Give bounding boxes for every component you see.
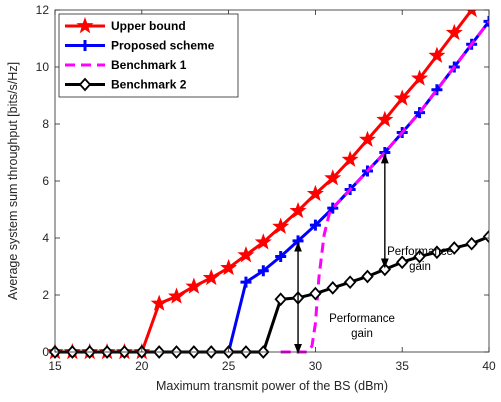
performance-gain-annotation: Performance gain xyxy=(380,153,453,273)
data-point-benchmark-2 xyxy=(413,249,426,264)
y-tick-label: 8 xyxy=(42,117,49,131)
axes: 15 20 25 30 35 40 0 2 4 6 8 10 12 xyxy=(36,3,496,373)
data-point-proposed-scheme xyxy=(431,84,443,96)
legend: Upper bound Proposed scheme Benchmark 1 Ben… xyxy=(58,13,239,98)
data-point-upper-bound xyxy=(254,233,272,250)
data-point-upper-bound xyxy=(376,110,394,127)
data-point-upper-bound xyxy=(168,287,186,304)
data-point-upper-bound xyxy=(202,268,220,286)
legend-marker-upper-bound xyxy=(76,17,94,34)
legend-label-proposed-scheme: Proposed scheme xyxy=(111,39,215,53)
data-point-upper-bound xyxy=(306,184,324,202)
data-point-upper-bound xyxy=(466,10,477,18)
x-tick-label: 30 xyxy=(309,359,323,373)
performance-gain-label: Performance xyxy=(329,313,395,325)
data-point-upper-bound xyxy=(220,258,238,276)
annotation-layer: Performance gain Performance gain xyxy=(294,153,453,354)
data-point-benchmark-2 xyxy=(274,292,287,307)
data-point-proposed-scheme xyxy=(275,251,287,263)
data-point-benchmark-2 xyxy=(309,286,322,301)
data-point-benchmark-2 xyxy=(361,269,374,284)
data-point-upper-bound xyxy=(289,201,307,219)
series-line-benchmark-1 xyxy=(280,20,489,354)
data-point-proposed-scheme xyxy=(414,107,426,119)
data-point-benchmark-2 xyxy=(482,229,489,244)
data-point-upper-bound xyxy=(445,23,463,41)
legend-marker-benchmark-2 xyxy=(78,77,92,92)
data-point-upper-bound xyxy=(393,89,411,106)
legend-entry-benchmark-1: Benchmark 1 xyxy=(65,58,187,72)
data-point-upper-bound xyxy=(428,46,446,63)
performance-gain-label: Performance xyxy=(387,246,453,258)
y-tick-label: 4 xyxy=(42,231,49,245)
data-point-proposed-scheme xyxy=(257,265,269,277)
data-point-benchmark-2 xyxy=(326,281,339,295)
x-axis-label: Maximum transmit power of the BS (dBm) xyxy=(156,379,388,393)
y-tick-label: 12 xyxy=(36,3,50,17)
data-point-upper-bound xyxy=(272,217,290,234)
performance-gain-annotation: Performance gain xyxy=(294,241,395,354)
x-tick-label: 15 xyxy=(48,359,62,373)
y-tick-label: 10 xyxy=(36,60,50,74)
data-point-benchmark-2 xyxy=(448,241,461,255)
data-point-upper-bound xyxy=(411,69,429,86)
legend-marker-proposed-scheme xyxy=(79,40,91,51)
performance-gain-label: gain xyxy=(409,261,431,273)
legend-entry-upper-bound: Upper bound xyxy=(65,17,186,34)
data-point-upper-bound xyxy=(324,169,342,186)
data-point-benchmark-2 xyxy=(395,255,409,270)
performance-gain-label: gain xyxy=(351,328,373,340)
data-point-benchmark-2 xyxy=(465,236,478,251)
data-point-benchmark-2 xyxy=(343,275,357,290)
series-benchmark-2 xyxy=(48,229,489,359)
x-tick-label: 20 xyxy=(135,359,149,373)
data-point-benchmark-2 xyxy=(430,245,444,260)
y-axis-label: Average system sum throughput [bits/s/Hz… xyxy=(6,62,20,300)
legend-entry-benchmark-2: Benchmark 2 xyxy=(65,78,187,92)
x-tick-label: 40 xyxy=(482,359,496,373)
legend-label-upper-bound: Upper bound xyxy=(111,19,186,33)
legend-label-benchmark-1: Benchmark 1 xyxy=(111,58,187,72)
y-tick-label: 2 xyxy=(42,288,49,302)
data-point-proposed-scheme xyxy=(483,15,489,27)
data-point-proposed-scheme xyxy=(240,276,252,288)
data-point-upper-bound xyxy=(185,277,203,294)
y-tick-label: 6 xyxy=(42,174,49,188)
legend-entry-proposed-scheme: Proposed scheme xyxy=(65,39,215,53)
data-point-proposed-scheme xyxy=(327,202,339,214)
y-tick-label: 0 xyxy=(42,345,49,359)
x-tick-label: 25 xyxy=(222,359,236,373)
data-point-upper-bound xyxy=(358,130,376,147)
data-point-upper-bound xyxy=(150,294,168,311)
x-tick-label: 35 xyxy=(396,359,410,373)
series-benchmark-1 xyxy=(280,20,489,354)
data-point-upper-bound xyxy=(237,246,255,263)
data-point-upper-bound xyxy=(341,150,359,167)
data-point-proposed-scheme xyxy=(309,219,321,231)
legend-label-benchmark-2: Benchmark 2 xyxy=(111,78,187,92)
